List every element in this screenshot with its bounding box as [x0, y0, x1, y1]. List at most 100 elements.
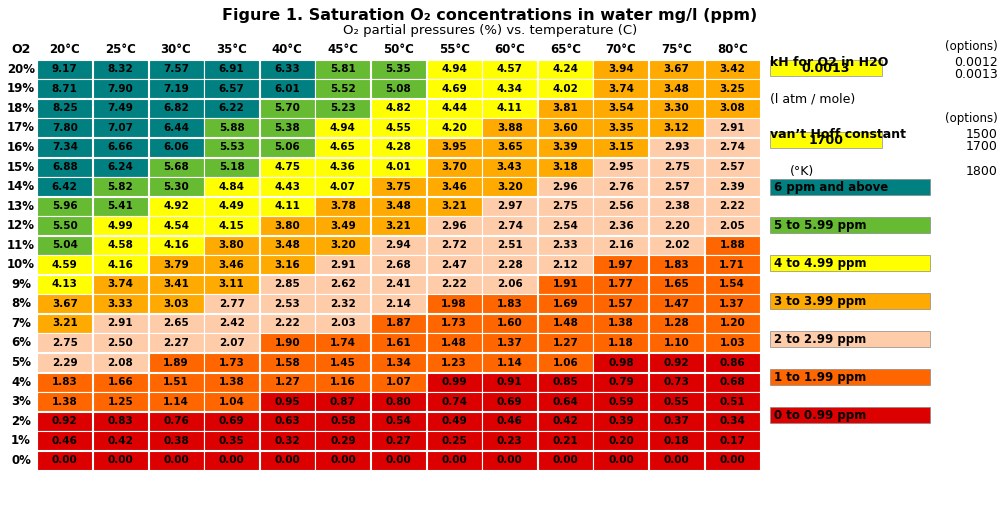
Text: 0.20: 0.20 [608, 436, 634, 446]
Text: 6.82: 6.82 [163, 103, 189, 113]
FancyBboxPatch shape [204, 80, 259, 99]
Text: 7.19: 7.19 [163, 84, 189, 94]
Text: 3.20: 3.20 [497, 182, 523, 191]
FancyBboxPatch shape [260, 314, 315, 333]
FancyBboxPatch shape [371, 119, 426, 137]
FancyBboxPatch shape [427, 80, 482, 99]
Text: 5.08: 5.08 [386, 84, 411, 94]
FancyBboxPatch shape [37, 431, 92, 450]
FancyBboxPatch shape [705, 450, 760, 470]
Text: 1.60: 1.60 [497, 319, 523, 329]
Text: 4.28: 4.28 [386, 143, 411, 153]
Text: 19%: 19% [7, 82, 35, 95]
FancyBboxPatch shape [649, 99, 704, 118]
FancyBboxPatch shape [260, 157, 315, 176]
Text: 17%: 17% [7, 121, 35, 135]
FancyBboxPatch shape [705, 138, 760, 157]
Text: 6.42: 6.42 [52, 182, 78, 191]
Text: 1.83: 1.83 [664, 260, 689, 270]
Text: Figure 1. Saturation O₂ concentrations in water mg/l (ppm): Figure 1. Saturation O₂ concentrations i… [222, 8, 758, 23]
FancyBboxPatch shape [93, 177, 148, 196]
FancyBboxPatch shape [260, 275, 315, 294]
Text: 30°C: 30°C [161, 43, 191, 56]
Text: 1.61: 1.61 [386, 338, 411, 348]
FancyBboxPatch shape [93, 157, 148, 176]
Text: 0.58: 0.58 [330, 416, 356, 426]
FancyBboxPatch shape [371, 450, 426, 470]
Text: 2.05: 2.05 [719, 220, 745, 231]
FancyBboxPatch shape [260, 333, 315, 352]
Text: 3.95: 3.95 [441, 143, 467, 153]
Text: 5.53: 5.53 [219, 143, 245, 153]
Text: 6.33: 6.33 [274, 64, 300, 74]
Text: 0.54: 0.54 [386, 416, 411, 426]
Text: 0.29: 0.29 [330, 436, 356, 446]
FancyBboxPatch shape [482, 392, 537, 411]
FancyBboxPatch shape [705, 119, 760, 137]
FancyBboxPatch shape [149, 412, 204, 430]
Text: 2.91: 2.91 [330, 260, 356, 270]
Text: 2.95: 2.95 [608, 162, 634, 172]
FancyBboxPatch shape [593, 197, 648, 216]
Text: 2.75: 2.75 [52, 338, 78, 348]
Text: 1.03: 1.03 [719, 338, 745, 348]
FancyBboxPatch shape [427, 392, 482, 411]
Text: 1.18: 1.18 [608, 338, 634, 348]
Text: 0.00: 0.00 [330, 455, 356, 465]
Text: 5.04: 5.04 [52, 240, 78, 250]
Text: 1.38: 1.38 [608, 319, 634, 329]
Text: 7.80: 7.80 [52, 123, 78, 133]
Text: 3.30: 3.30 [664, 103, 689, 113]
Text: 4.54: 4.54 [163, 220, 189, 231]
FancyBboxPatch shape [204, 353, 259, 372]
Text: 5.70: 5.70 [274, 103, 300, 113]
Text: 0.00: 0.00 [52, 455, 78, 465]
FancyBboxPatch shape [427, 314, 482, 333]
FancyBboxPatch shape [260, 412, 315, 430]
FancyBboxPatch shape [482, 119, 537, 137]
Text: 0.21: 0.21 [552, 436, 578, 446]
FancyBboxPatch shape [204, 431, 259, 450]
Text: 4.94: 4.94 [330, 123, 356, 133]
Text: 1.25: 1.25 [108, 396, 133, 407]
FancyBboxPatch shape [149, 255, 204, 274]
Text: 4.15: 4.15 [219, 220, 245, 231]
Text: 2.65: 2.65 [163, 319, 189, 329]
FancyBboxPatch shape [649, 216, 704, 235]
FancyBboxPatch shape [538, 392, 593, 411]
Text: 4.58: 4.58 [107, 240, 133, 250]
FancyBboxPatch shape [37, 255, 92, 274]
Text: kH for O2 in H2O: kH for O2 in H2O [770, 56, 888, 69]
FancyBboxPatch shape [482, 333, 537, 352]
FancyBboxPatch shape [705, 197, 760, 216]
FancyBboxPatch shape [538, 275, 593, 294]
FancyBboxPatch shape [593, 294, 648, 313]
Text: 2.08: 2.08 [108, 358, 133, 367]
Text: 3.70: 3.70 [441, 162, 467, 172]
Text: 3.33: 3.33 [108, 299, 133, 309]
FancyBboxPatch shape [204, 255, 259, 274]
Text: 55°C: 55°C [439, 43, 470, 56]
FancyBboxPatch shape [538, 177, 593, 196]
Text: 4.75: 4.75 [274, 162, 300, 172]
FancyBboxPatch shape [37, 275, 92, 294]
Text: 0.39: 0.39 [608, 416, 634, 426]
Text: 2.38: 2.38 [664, 201, 689, 211]
Text: 0.17: 0.17 [719, 436, 745, 446]
FancyBboxPatch shape [315, 431, 370, 450]
Text: 2.91: 2.91 [719, 123, 745, 133]
FancyBboxPatch shape [427, 216, 482, 235]
Text: 6%: 6% [11, 337, 31, 349]
FancyBboxPatch shape [371, 373, 426, 392]
FancyBboxPatch shape [371, 294, 426, 313]
FancyBboxPatch shape [371, 392, 426, 411]
Text: 1.74: 1.74 [330, 338, 356, 348]
Text: 9.17: 9.17 [52, 64, 78, 74]
FancyBboxPatch shape [371, 255, 426, 274]
Text: 7.49: 7.49 [107, 103, 133, 113]
FancyBboxPatch shape [149, 236, 204, 255]
Text: 4.69: 4.69 [441, 84, 467, 94]
Text: 3 to 3.99 ppm: 3 to 3.99 ppm [774, 295, 866, 307]
FancyBboxPatch shape [538, 450, 593, 470]
FancyBboxPatch shape [770, 331, 930, 347]
